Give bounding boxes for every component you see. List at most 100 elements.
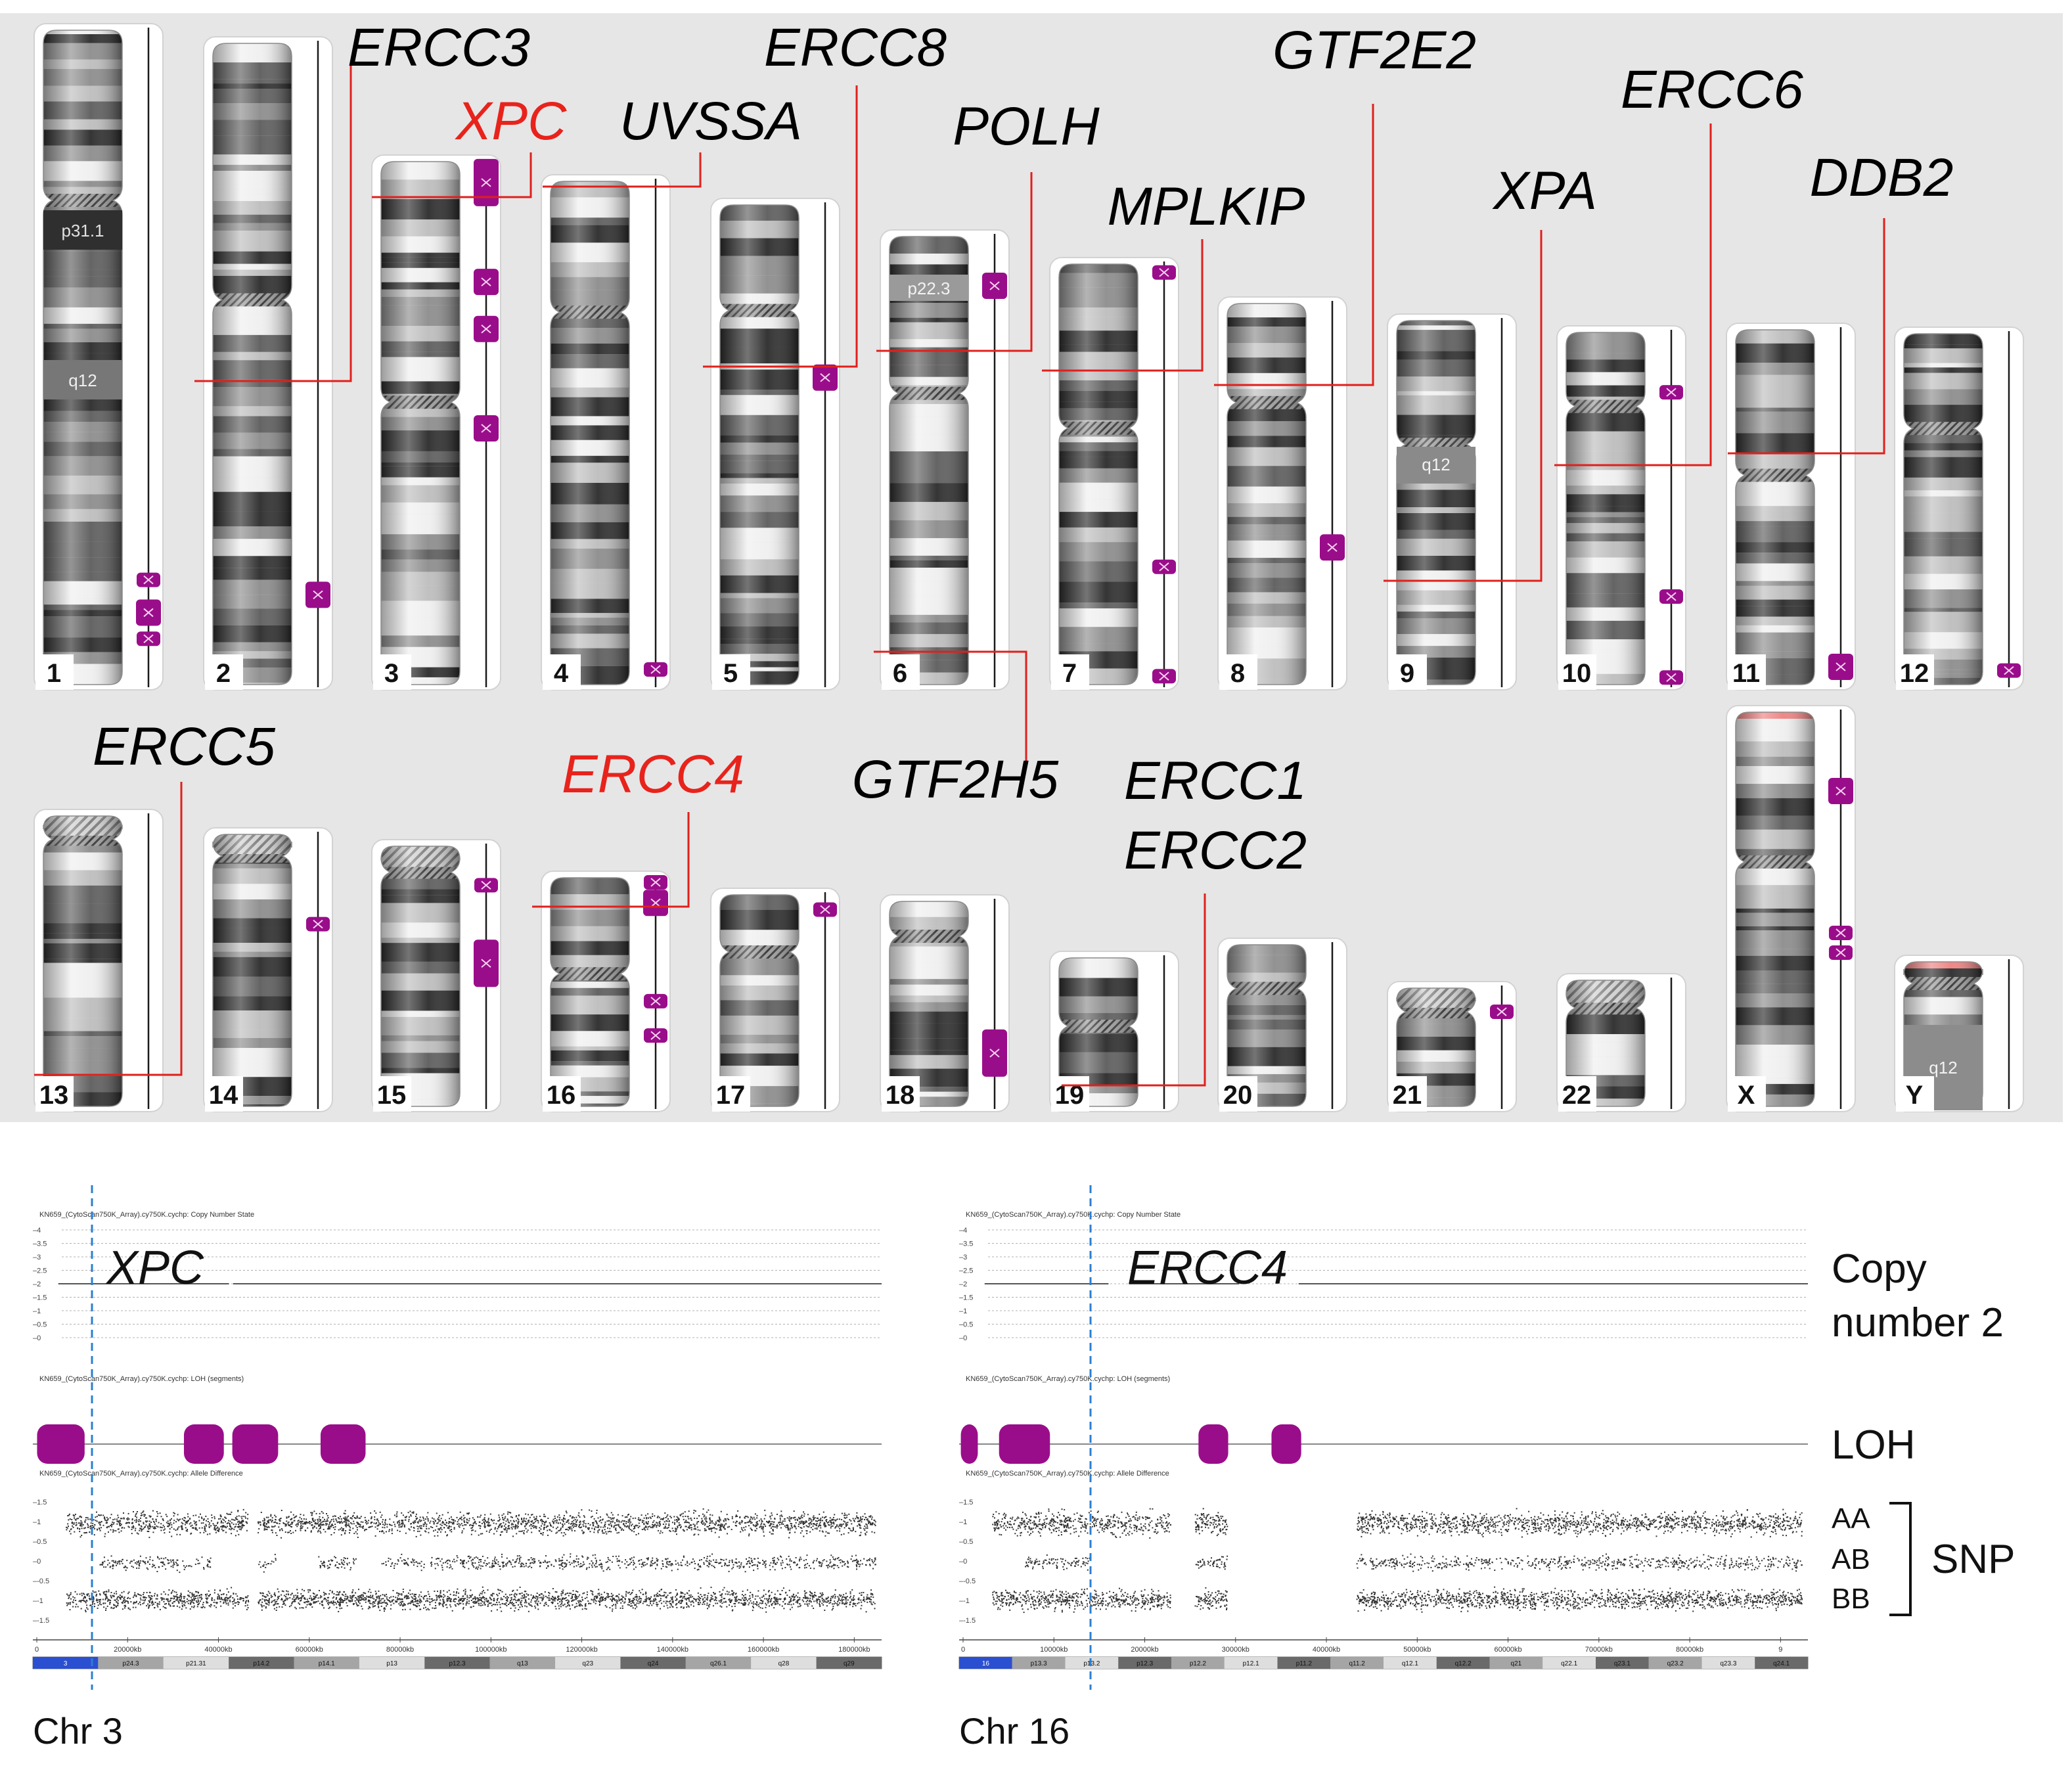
ideogram-band: [1648, 1657, 1702, 1669]
legend-copy-number-line2: number 2: [1832, 1300, 2004, 1346]
gene-label: ERCC6: [1621, 60, 1803, 120]
ideogram-strip: 16 p13.3 p13.2 p12.3 p12.2 p12.1 p11.2 q11.2 q12…: [958, 1656, 1809, 1669]
chromosome-label-bg: [1051, 1076, 1089, 1112]
x-tick-label: 50000kb: [1403, 1646, 1431, 1654]
x-tick-label: 100000kb: [475, 1646, 507, 1654]
band-label: q12: [68, 371, 97, 390]
band-highlight: [43, 210, 122, 250]
ideogram-band-label: p12.3: [449, 1660, 465, 1667]
ideogram-band-label: q12.2: [1455, 1660, 1472, 1667]
gene-pointer-line: [34, 782, 183, 1076]
x-tick-label: 20000kb: [114, 1646, 141, 1654]
copy-number-header: KN659_(CytoScan750K_Array).cy750K.cychp:…: [39, 1211, 254, 1219]
gene-label: GTF2E2: [1272, 20, 1476, 80]
gene-pointer-line: [1214, 104, 1374, 386]
x-tick-label: 10000kb: [1040, 1646, 1068, 1654]
gene-pointer-line: [1384, 230, 1543, 582]
ideogram-band-label: q13: [517, 1660, 528, 1667]
ideogram-band-label: q24: [648, 1660, 659, 1667]
ad-tick: –0: [33, 1558, 41, 1566]
chromosome-number-label: 3: [384, 659, 399, 688]
loh-marker: [474, 415, 499, 442]
ideogram-band: [1065, 1657, 1119, 1669]
ideogram-band-label: 3: [64, 1660, 68, 1667]
chromosome-bands: [720, 205, 799, 685]
ad-tick: –0.5: [959, 1538, 973, 1546]
chromosome-bands: [213, 43, 292, 685]
gene-annotation-ddb2: DDB2: [1728, 148, 1953, 455]
track-panel-right: KN659_(CytoScan750K_Array).cy750K.cychp:…: [958, 1185, 1809, 1752]
gene-label: ERCC3: [348, 18, 530, 78]
cn-tick: –0: [959, 1334, 967, 1342]
chromosome-3: 3: [371, 154, 501, 691]
cn-tick: –0.5: [33, 1321, 47, 1329]
chromosome-13: 13: [34, 809, 164, 1112]
chromosome-18: 18: [880, 894, 1010, 1112]
ideogram-band-label: q11.2: [1349, 1660, 1365, 1667]
chromosome-number-label: 9: [1400, 659, 1414, 688]
gene-pointer-line: [1062, 894, 1206, 1087]
chromosome-number-label: 8: [1230, 659, 1245, 688]
loh-marker: [982, 273, 1007, 300]
band-highlight: [43, 360, 122, 399]
loh-marker: [474, 940, 499, 987]
ideogram-band: [751, 1657, 817, 1669]
ideogram-band: [33, 1657, 99, 1669]
ideogram-band: [1224, 1657, 1278, 1669]
chromosome-label-bg: [882, 654, 920, 690]
gene-pointer-line: [1042, 239, 1204, 372]
ideogram-band: [685, 1657, 752, 1669]
ideogram-band: [294, 1657, 359, 1669]
ideogram-band: [1701, 1657, 1755, 1669]
ideogram-band-label: p12.2: [1190, 1660, 1206, 1667]
chromosome-number-label: 12: [1900, 659, 1929, 688]
chromosome-number-label: 17: [716, 1081, 746, 1110]
gene-pointer-line: [532, 812, 690, 908]
chromosome-bands: [551, 181, 629, 685]
chromosome-20: 20: [1217, 938, 1347, 1112]
loh-segment: [37, 1424, 85, 1464]
ideogram-strip: 3 p24.3 p21.31 p14.2 p14.1 p13 p12.3 q13 q23 q24 q…: [32, 1656, 882, 1669]
chromosome-19: 19: [1049, 951, 1179, 1112]
chromosome-X: X: [1726, 705, 1856, 1112]
loh-marker: [644, 874, 667, 890]
cn-tick: –4: [959, 1227, 967, 1234]
chromosome-label-bg: [543, 1076, 581, 1112]
legend-bracket: [1889, 1502, 1912, 1616]
chromosome-9: q12 9: [1387, 313, 1517, 691]
chromosome-16: 16: [541, 871, 671, 1112]
track-gene-label: ERCC4: [1127, 1242, 1288, 1294]
ideogram-band: [98, 1657, 164, 1669]
cn-tick: –1: [33, 1307, 41, 1315]
chromosome-6: p22.3 6: [880, 229, 1010, 691]
chromosome-bands: [1736, 712, 1814, 1106]
legend-copy-number-line1: Copy: [1832, 1246, 1927, 1292]
ideogram-band: [424, 1657, 490, 1669]
chromosome-number-label: 11: [1732, 659, 1760, 688]
ideogram-band-label: q21: [1511, 1660, 1522, 1667]
ideogram-band: [816, 1657, 882, 1669]
ideogram-band: [1277, 1657, 1331, 1669]
x-tick-label: 180000kb: [838, 1646, 870, 1654]
gene-label: MPLKIP: [1108, 177, 1305, 237]
chromosome-number-label: 6: [893, 659, 907, 688]
loh-marker: [305, 581, 330, 608]
loh-marker: [1152, 669, 1176, 684]
chromosome-bands: [1736, 330, 1814, 685]
allele-difference-header: KN659_(CytoScan750K_Array).cy750K.cychp:…: [966, 1470, 1169, 1478]
gene-pointer-line: [1554, 124, 1712, 466]
chromosome-2: 2: [203, 36, 333, 691]
ideogram-band: [1755, 1657, 1808, 1669]
chromosome-label-bg: [1728, 1076, 1766, 1112]
band-highlight: [1397, 447, 1475, 484]
ad-tick: –-1.5: [33, 1617, 49, 1625]
chromosome-4: 4: [541, 174, 671, 691]
loh-marker: [813, 902, 837, 917]
chromosome-label-bg: [1389, 1076, 1427, 1112]
loh-marker: [474, 878, 498, 893]
ad-tick: –0: [959, 1558, 967, 1566]
chromosome-label-bg: [373, 1076, 411, 1112]
cn-tick: –1.5: [959, 1294, 973, 1302]
chromosome-label-bg: [205, 654, 243, 690]
